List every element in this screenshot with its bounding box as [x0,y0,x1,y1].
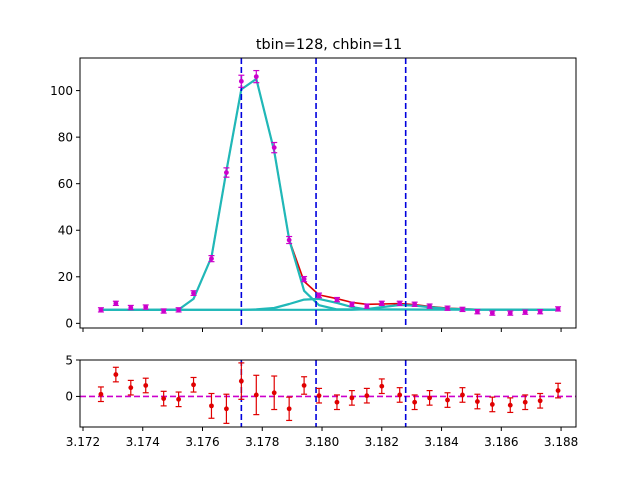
residual-point [555,382,562,399]
residual-point [522,394,529,411]
data-point [411,301,418,307]
data-point [286,235,293,245]
residual-x-ticks: 3.172 3.174 3.176 3.178 3.180 3.182 3.184 3.186… [66,427,578,449]
residual-point [208,392,215,419]
main-ytick-label: 20 [58,270,73,284]
residual-point [396,387,403,403]
data-point [459,306,466,313]
residual-point [190,376,197,393]
residual-data-points [97,362,562,424]
main-ytick-label: 60 [58,177,73,191]
residual-plot-frame [79,359,577,428]
residual-panel: 05 3.172 3.174 3.176 3.178 3.180 3.182 3.184 3.… [65,353,578,449]
res-xtick-label: 3.178 [245,435,279,449]
data-point [333,296,340,303]
residual-point [286,396,293,422]
data-point [363,303,370,309]
data-point [127,304,134,311]
residual-point [112,366,119,383]
residual-point [160,390,167,407]
res-xtick-label: 3.182 [365,435,399,449]
residual-point [444,392,451,408]
data-point [396,300,403,307]
data-point [507,310,514,316]
data-point [190,290,197,297]
residual-point [316,387,323,404]
residual-point [348,389,355,406]
data-point [142,304,149,310]
main-data-points [97,69,562,316]
residual-point [271,375,278,411]
data-point [348,301,355,307]
main-ytick-label: 40 [58,224,73,238]
residual-point [127,379,134,396]
res-xtick-label: 3.174 [126,435,160,449]
main-panel: tbin=128, chbin=11 0 20 40 60 80 100 [50,37,577,332]
res-ytick-label: 5 [65,353,73,367]
data-point [301,275,308,283]
residual-point [97,386,104,403]
main-y-ticks: 0 20 40 60 80 100 [50,84,80,331]
main-ytick-label: 100 [50,84,73,98]
data-point [537,309,544,315]
data-point [426,303,433,309]
data-point [160,308,167,314]
res-ytick-label: 0 [65,390,73,404]
main-vertical-markers [240,58,407,328]
chart-title: tbin=128, chbin=11 [256,37,402,53]
residual-point [253,374,260,416]
data-point [522,309,529,315]
data-point [238,74,245,88]
residual-point [474,393,481,410]
data-point [112,300,119,307]
data-point [97,307,104,313]
data-point [474,309,481,315]
data-point [208,255,215,263]
residual-point [301,376,308,395]
residual-point [426,389,433,406]
residual-point [459,387,466,403]
data-point [175,307,182,313]
residual-point [489,396,496,413]
residual-point [333,394,340,411]
residual-point [363,387,370,404]
residual-point [378,378,385,395]
residual-point [142,377,149,394]
data-point [316,292,323,299]
data-point [378,300,385,307]
res-xtick-label: 3.184 [424,435,458,449]
data-point [489,310,496,316]
data-point [253,69,260,84]
residual-point [223,393,230,424]
data-point [271,141,278,154]
res-xtick-label: 3.180 [305,435,339,449]
residual-point [238,362,245,400]
residual-point [175,391,182,408]
main-x-ticks [82,328,562,332]
data-point [444,305,451,311]
res-xtick-label: 3.188 [544,435,578,449]
main-plot-frame [79,57,577,329]
data-point [555,306,562,312]
res-xtick-label: 3.172 [66,435,100,449]
res-xtick-label: 3.176 [185,435,219,449]
residual-point [537,392,544,409]
residual-y-ticks: 05 [65,353,80,404]
residual-point [411,394,418,411]
main-ytick-label: 0 [65,317,73,331]
residual-point [507,397,514,414]
data-point [223,167,230,178]
main-ytick-label: 80 [58,130,73,144]
res-xtick-label: 3.186 [484,435,518,449]
